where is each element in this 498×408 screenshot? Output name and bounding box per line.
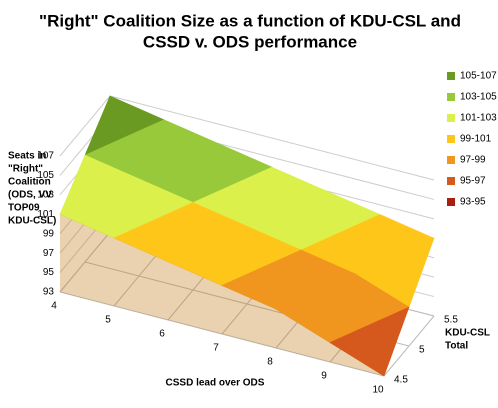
y-tick-label: 5.5 [444,315,458,326]
z-tick-label: 99 [43,228,55,239]
surface-facet [329,306,410,377]
x-tick-label: 10 [372,385,384,396]
z-tick-label: 107 [37,151,54,162]
x-tick-label: 9 [321,371,327,382]
legend-swatch [447,93,455,101]
z-axis-title: Coalition [8,177,51,188]
surface-side [60,214,384,376]
z-axis-title: Seats in [8,151,46,162]
z-axis-title: KDU-CSL) [8,216,56,227]
legend-swatch [447,135,455,143]
z-tick-label: 93 [43,287,55,298]
y-axis-title: KDU-CSL [445,328,490,339]
z-axis-title: TOP09 [8,203,40,214]
y-tick-label: 4.5 [394,375,408,386]
y-axis-title: Total [445,341,468,352]
z-tick-label: 105 [37,170,54,181]
x-tick-label: 4 [51,301,57,312]
legend-label: 103-105 [460,92,497,103]
y-tick-label: 5 [419,345,425,356]
legend-swatch [447,114,455,122]
legend-swatch [447,177,455,185]
x-tick-label: 6 [159,329,165,340]
x-axis-title: CSSD lead over ODS [166,378,265,389]
chart-title: CSSD v. ODS performance [143,32,357,51]
z-tick-label: 103 [37,189,54,200]
legend-label: 93-95 [460,197,486,208]
legend-label: 99-101 [460,134,492,145]
chart-title: "Right" Coalition Size as a function of … [39,11,461,30]
x-tick-label: 7 [213,343,219,354]
z-tick-label: 101 [37,209,54,220]
z-tick-label: 95 [43,267,55,278]
z-tick-label: 97 [43,248,55,259]
x-tick-label: 5 [105,315,111,326]
x-tick-label: 8 [267,357,273,368]
legend-label: 97-99 [460,155,486,166]
legend-label: 95-97 [460,176,486,187]
legend-swatch [447,198,455,206]
legend-swatch [447,72,455,80]
z-axis-title: "Right" [8,164,43,175]
legend-swatch [447,156,455,164]
legend-label: 105-107 [460,71,497,82]
z-axis-title: (ODS, VV [8,190,52,201]
legend-label: 101-103 [460,113,497,124]
grid-line [59,291,385,377]
